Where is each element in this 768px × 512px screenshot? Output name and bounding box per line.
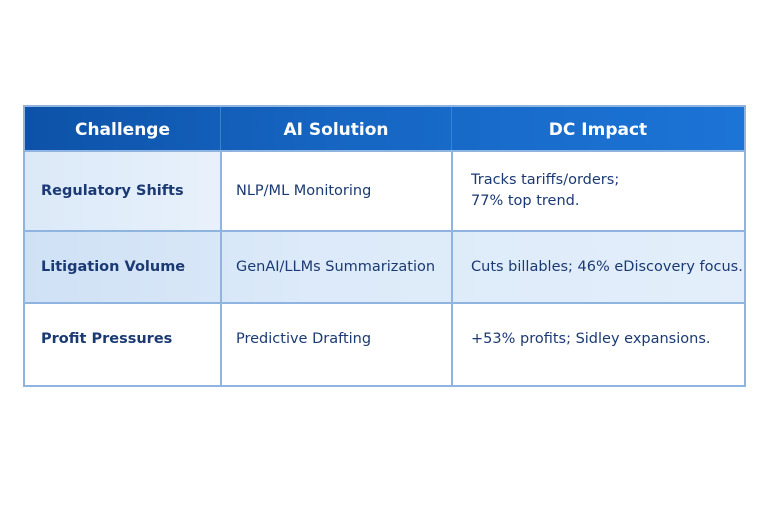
comparison-table: Challenge AI Solution DC Impact Regulato… xyxy=(23,105,746,387)
cell-impact: Cuts billables; 46% eDiscovery focus. xyxy=(451,232,744,302)
cell-solution: GenAI/LLMs Summarization xyxy=(220,232,451,302)
cell-challenge: Regulatory Shifts xyxy=(25,152,220,230)
header-dc-impact: DC Impact xyxy=(451,107,744,152)
table-header: Challenge AI Solution DC Impact xyxy=(25,107,744,152)
cell-impact: +53% profits; Sidley expansions. xyxy=(451,304,744,385)
table-row: Litigation Volume GenAI/LLMs Summarizati… xyxy=(25,230,744,302)
cell-challenge: Litigation Volume xyxy=(41,258,186,275)
cell-solution: NLP/ML Monitoring xyxy=(220,152,451,230)
cell-impact: Tracks tariffs/orders; 77% top trend. xyxy=(451,152,744,230)
cell-challenge: Profit Pressures xyxy=(41,331,173,347)
header-challenge: Challenge xyxy=(74,119,171,140)
table-row: Profit Pressures Predictive Drafting +53… xyxy=(25,302,744,385)
table-row: Regulatory Shifts NLP/ML Monitoring Trac… xyxy=(25,150,744,230)
impact-line-1: Tracks tariffs/orders; xyxy=(471,172,620,188)
impact-line-2: 77% top trend. xyxy=(471,193,580,209)
cell-solution: Predictive Drafting xyxy=(220,304,451,385)
header-ai-solution: AI Solution xyxy=(220,107,451,152)
